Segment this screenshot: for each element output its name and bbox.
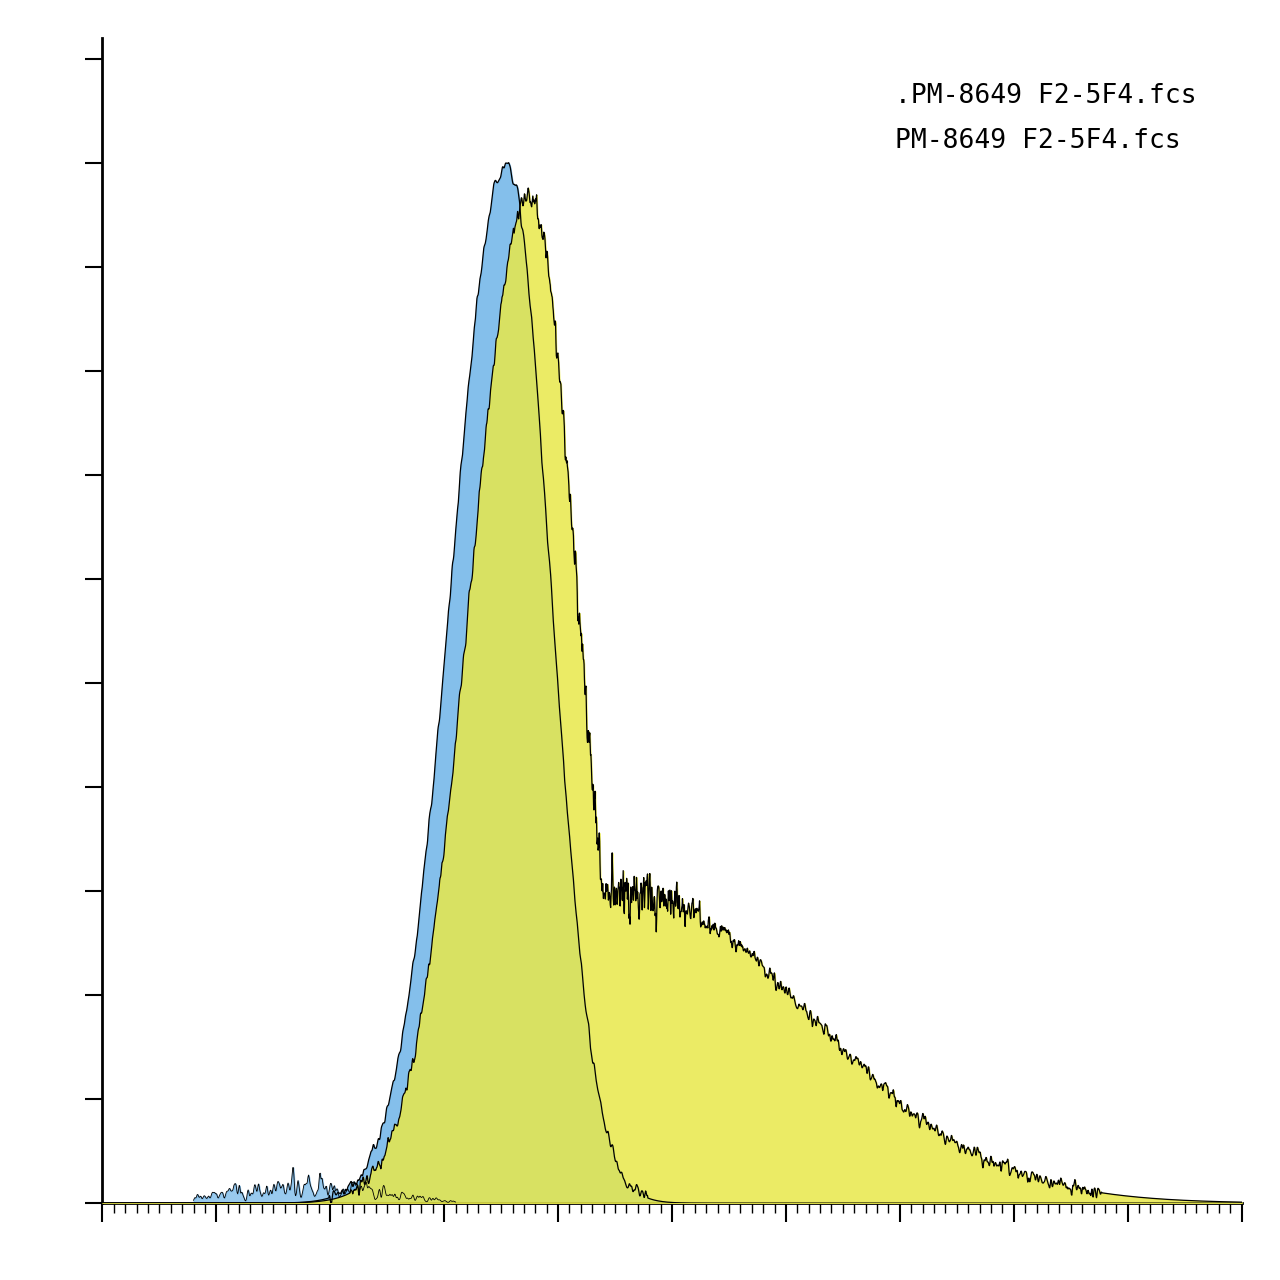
Legend: .PM-8649 F2-5F4.fcs, PM-8649 F2-5F4.fcs: .PM-8649 F2-5F4.fcs, PM-8649 F2-5F4.fcs [858, 51, 1229, 186]
